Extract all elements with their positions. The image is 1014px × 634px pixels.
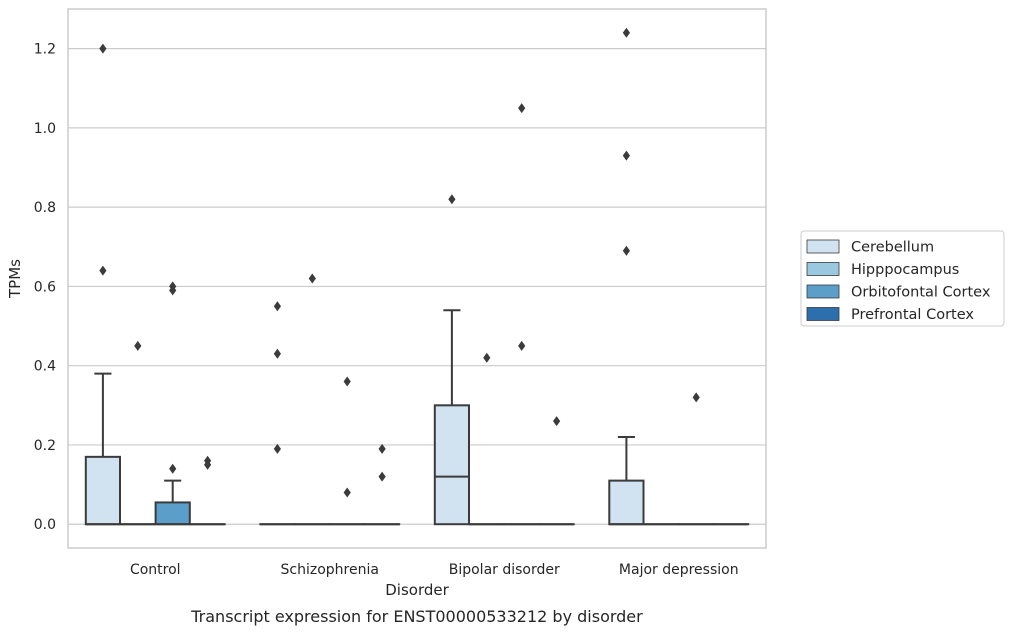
box-orbitofontal-cortex	[329, 376, 366, 526]
outlier-point	[99, 265, 107, 276]
box-prefrontal-cortex	[538, 416, 575, 526]
legend-label: Orbitofontal Cortex	[851, 285, 991, 301]
outlier-point	[343, 487, 351, 498]
x-axis-label: Disorder	[385, 581, 449, 599]
legend-swatch	[806, 284, 840, 299]
legend-swatch	[806, 307, 840, 321]
legend-label: Cerebellum	[851, 240, 934, 256]
box-hipppocampus	[119, 340, 156, 526]
outlier-point	[378, 471, 386, 482]
x-tick-label: Schizophrenia	[281, 562, 379, 578]
y-axis-label: TPMs	[6, 259, 24, 299]
box-hipppocampus	[468, 352, 505, 526]
outlier-point	[308, 273, 316, 284]
box-orbitofontal-cortex	[678, 392, 715, 526]
box-prefrontal-cortex	[363, 443, 401, 526]
box-orbitofontal-cortex	[503, 103, 540, 526]
outlier-point	[622, 150, 630, 161]
y-tick-label: 1.2	[34, 42, 56, 58]
legend: Cerebellum Hipppocampus Orbitofontal Corte…	[800, 230, 1005, 327]
y-tick-label: 0.6	[34, 279, 56, 295]
outlier-point	[378, 443, 386, 454]
outlier-point	[204, 459, 212, 470]
y-tick-label: 0.4	[34, 359, 56, 375]
outlier-point	[99, 43, 107, 54]
legend-swatch	[806, 239, 840, 254]
outlier-point	[553, 416, 561, 427]
legend-swatch	[806, 262, 840, 276]
legend-frame	[800, 230, 1005, 327]
outlier-point	[273, 443, 281, 454]
y-tick-label: 0.2	[34, 438, 56, 454]
plot-frame	[67, 8, 767, 549]
legend-label: Prefrontal Cortex	[851, 307, 974, 323]
box-body	[154, 501, 191, 526]
box-cerebellum	[84, 43, 122, 526]
outlier-point	[483, 352, 491, 363]
y-axis-ticks: 0.0 0.2 0.4 0.6 0.8 1.0 1.2	[34, 42, 56, 534]
y-tick-label: 0.8	[34, 200, 56, 216]
plot-area	[84, 27, 750, 526]
outlier-point	[622, 245, 630, 256]
box-body	[608, 479, 645, 526]
box-prefrontal-cortex	[189, 455, 226, 526]
legend-label: Hipppocampus	[851, 262, 959, 278]
box-cerebellum	[259, 301, 296, 526]
x-tick-label: Major depression	[619, 562, 739, 578]
outlier-point	[273, 301, 281, 312]
grid-lines	[68, 48, 766, 525]
outlier-point	[518, 103, 526, 114]
x-tick-label: Bipolar disorder	[449, 562, 560, 578]
outlier-point	[169, 285, 177, 296]
box-cerebellum	[433, 194, 471, 526]
outlier-point	[448, 194, 456, 205]
box-cerebellum	[608, 27, 645, 526]
box-body	[433, 404, 471, 526]
outlier-point	[622, 27, 630, 38]
box-body	[84, 455, 122, 526]
box-orbitofontal-cortex	[154, 281, 191, 526]
outlier-point	[518, 340, 526, 351]
box-hipppocampus	[294, 273, 331, 526]
chart-caption: Transcript expression for ENST0000053321…	[190, 607, 643, 626]
outlier-point	[692, 392, 700, 403]
outlier-point	[343, 376, 351, 387]
x-tick-label: Control	[130, 562, 181, 578]
y-tick-label: 1.0	[34, 121, 56, 137]
x-axis-ticks: Control Schizophrenia Bipolar disorder Majo…	[130, 562, 739, 578]
outlier-point	[273, 348, 281, 359]
y-tick-label: 0.0	[34, 517, 56, 533]
outlier-point	[169, 463, 177, 474]
outlier-point	[134, 340, 142, 351]
